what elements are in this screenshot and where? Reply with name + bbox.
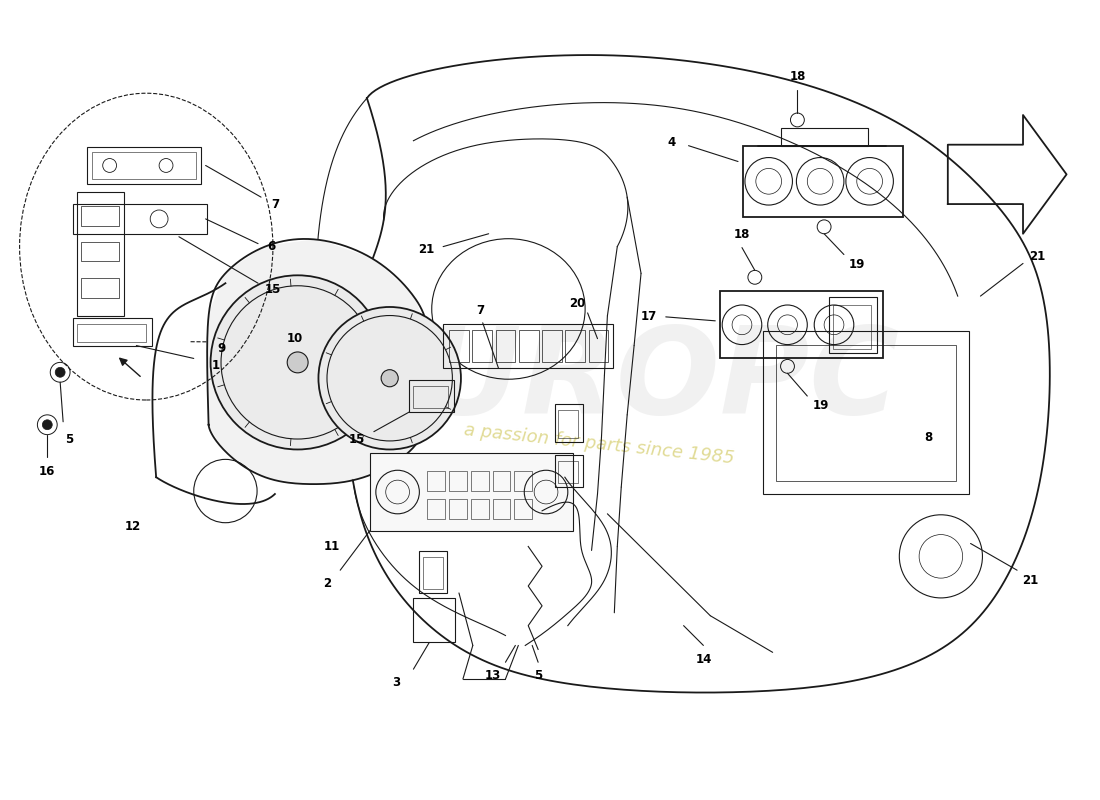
Bar	[493, 471, 510, 491]
Circle shape	[381, 370, 398, 386]
Text: 12: 12	[124, 520, 141, 533]
Bar	[554, 455, 583, 487]
Bar	[471, 471, 488, 491]
Bar	[81, 242, 119, 262]
Text: 6: 6	[267, 240, 275, 253]
Bar	[77, 324, 146, 342]
Bar	[81, 278, 119, 298]
Text: 21: 21	[418, 243, 434, 256]
Text: 21: 21	[1022, 574, 1038, 586]
Bar	[493, 499, 510, 518]
Text: 18: 18	[734, 228, 750, 242]
Bar	[519, 330, 539, 362]
Bar	[742, 146, 903, 217]
Text: 9: 9	[218, 342, 226, 355]
Bar	[833, 305, 870, 349]
Text: 2: 2	[323, 577, 331, 590]
Bar	[414, 386, 448, 408]
Text: 18: 18	[789, 70, 805, 83]
Bar	[558, 462, 578, 483]
Text: EUROPC: EUROPC	[339, 322, 900, 438]
Text: 5: 5	[65, 433, 74, 446]
Bar	[73, 318, 152, 346]
Text: 3: 3	[393, 675, 400, 689]
Bar	[449, 330, 469, 362]
Text: 10: 10	[287, 332, 303, 345]
Polygon shape	[209, 240, 429, 484]
Bar	[443, 324, 614, 368]
Bar	[720, 291, 883, 358]
Bar	[424, 558, 443, 589]
Bar	[449, 499, 466, 518]
Text: 11: 11	[324, 540, 340, 553]
Text: 16: 16	[40, 465, 55, 478]
Bar	[496, 330, 516, 362]
Bar	[558, 410, 578, 438]
Text: 8: 8	[924, 431, 932, 444]
Text: 15: 15	[265, 282, 282, 296]
Bar	[449, 471, 466, 491]
Bar	[409, 380, 454, 412]
Bar	[762, 330, 969, 494]
Text: 14: 14	[695, 653, 712, 666]
Text: 19: 19	[848, 258, 865, 271]
Bar	[91, 152, 196, 179]
Bar	[427, 499, 446, 518]
Text: 7: 7	[476, 305, 485, 318]
Bar	[554, 404, 583, 442]
Bar	[73, 204, 207, 234]
Text: 1: 1	[211, 359, 220, 372]
Bar	[781, 128, 868, 146]
Bar	[776, 345, 956, 481]
Circle shape	[210, 275, 385, 450]
Text: a passion for parts since 1985: a passion for parts since 1985	[463, 422, 736, 468]
Text: 20: 20	[570, 297, 586, 310]
Bar	[427, 471, 446, 491]
Bar	[414, 598, 455, 642]
Bar	[471, 499, 488, 518]
Bar	[419, 551, 447, 593]
Bar	[370, 454, 573, 530]
Bar	[515, 499, 532, 518]
Bar	[472, 330, 492, 362]
Text: 17: 17	[641, 310, 657, 323]
Bar	[81, 206, 119, 226]
Bar	[588, 330, 608, 362]
Bar	[565, 330, 585, 362]
Circle shape	[42, 420, 52, 430]
Text: 15: 15	[349, 433, 365, 446]
Circle shape	[55, 367, 65, 378]
Bar	[829, 297, 877, 353]
Text: 21: 21	[1028, 250, 1045, 263]
Bar	[87, 146, 200, 184]
Text: 4: 4	[668, 136, 675, 150]
Bar	[542, 330, 562, 362]
Text: 7: 7	[271, 198, 279, 210]
Bar	[77, 192, 124, 316]
Text: 19: 19	[813, 399, 829, 413]
Bar	[515, 471, 532, 491]
Circle shape	[287, 352, 308, 373]
Circle shape	[318, 307, 461, 450]
Text: 5: 5	[534, 669, 542, 682]
Text: 13: 13	[484, 669, 500, 682]
